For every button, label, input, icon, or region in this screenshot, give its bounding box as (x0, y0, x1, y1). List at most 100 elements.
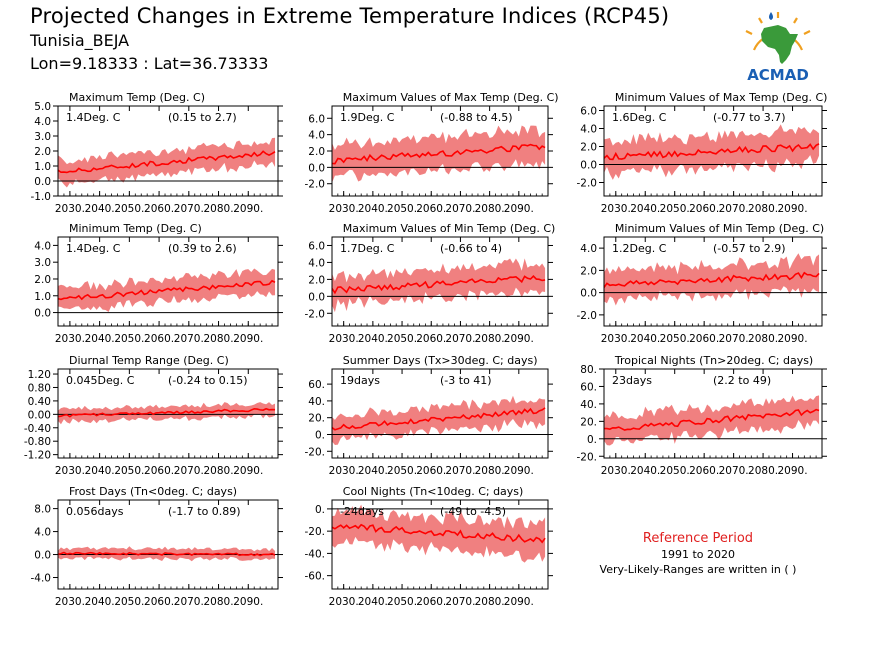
x-tick-label: 2090. (778, 465, 808, 477)
mean-change-label: 19days (340, 374, 380, 387)
median-line (58, 551, 276, 557)
chart-panel-6: 2030. 2040. 2050. 2060. 2070. 2080. 2090. 4.0 2.… (577, 222, 827, 345)
x-tick-label: 2070. (719, 333, 749, 345)
plot-frame (603, 105, 823, 197)
x-tick-label: 2070. (445, 333, 475, 345)
chart-panel-7: 2030. 2040. 2050. 2060. 2070. 2080. 2090.1.200… (24, 354, 283, 477)
y-tick-label: 2.0 (34, 146, 51, 158)
range-band (58, 268, 276, 312)
x-tick-label: 2030. (601, 333, 631, 345)
x-tick-label: 2030. (55, 333, 85, 345)
x-tick-label: 2060. (144, 596, 174, 608)
chart-panel-3: 2030. 2040. 2050. 2060. 2070. 2080. 2090. 6.0 4.… (577, 91, 828, 215)
x-tick-label: 2060. (416, 333, 446, 345)
x-tick-label: 2080. (475, 465, 505, 477)
likely-range-label: (0.39 to 2.6) (168, 242, 237, 255)
x-tick-label: 2050. (114, 333, 144, 345)
y-tick-label: 6.0 (580, 106, 597, 118)
mean-change-label: 1.4Deg. C (66, 242, 121, 255)
range-band (332, 258, 546, 313)
y-tick-label: 4.0 (34, 116, 51, 128)
africa-map-logo-icon: ACMAD (745, 12, 811, 84)
y-tick-label: 0.0 (34, 550, 51, 562)
y-tick-label: 2.0 (34, 274, 51, 286)
chart-panel-10: 2030. 2040. 2050. 2060. 2070. 2080. 2090. 8.0 4.… (31, 485, 283, 608)
x-tick-label: 2080. (204, 596, 234, 608)
chart-panel-9: 2030. 2040. 2050. 2060. 2070. 2080. 2090. 80. 60… (577, 354, 827, 477)
y-tick-label: -20. (577, 451, 598, 463)
x-tick-label: 2050. (387, 596, 417, 608)
chart-title: Minimum Temp (Deg. C) (69, 222, 202, 235)
y-tick-label: 80. (580, 364, 597, 376)
likely-range-label: (-1.7 to 0.89) (168, 505, 241, 518)
y-tick-label: 0. (315, 504, 325, 516)
x-tick-label: 2090. (233, 596, 263, 608)
water-drop-icon (769, 12, 773, 20)
mean-change-label: -24days (340, 505, 384, 518)
x-tick-label: 2050. (387, 465, 417, 477)
chart-title: Tropical Nights (Tn>20deg. C; days) (614, 354, 813, 367)
x-tick-label: 2080. (475, 333, 505, 345)
y-tick-label: -4.0 (31, 573, 52, 585)
y-tick-label: -2.0 (305, 308, 326, 320)
x-tick-label: 2060. (416, 203, 446, 215)
x-tick-label: 2070. (445, 596, 475, 608)
chart-title: Diurnal Temp Range (Deg. C) (69, 354, 229, 367)
y-tick-label: 6.0 (308, 240, 325, 252)
plot-frame (331, 236, 549, 327)
chart-title: Maximum Values of Min Temp (Deg. C) (343, 222, 556, 235)
x-tick-label: 2050. (387, 203, 417, 215)
likely-range-label: (-0.57 to 2.9) (713, 242, 786, 255)
y-tick-label: 5.0 (34, 101, 51, 113)
y-tick-label: 0.0 (308, 291, 325, 303)
x-tick-label: 2090. (233, 333, 263, 345)
x-tick-label: 2030. (55, 596, 85, 608)
location-label: Tunisia_BEJA (30, 31, 130, 50)
y-tick-label: 40. (580, 399, 597, 411)
y-tick-label: 4.0 (308, 257, 325, 269)
x-tick-label: 2080. (204, 465, 234, 477)
y-tick-label: -1.0 (31, 191, 52, 203)
y-tick-label: 2.0 (308, 274, 325, 286)
mean-change-label: 0.045Deg. C (66, 374, 135, 387)
x-tick-label: 2040. (630, 333, 660, 345)
y-tick-label: 3.0 (34, 131, 51, 143)
logo-text: ACMAD (747, 66, 809, 84)
x-tick-label: 2080. (204, 333, 234, 345)
africa-shape-icon (761, 25, 798, 64)
y-tick-label: 4.0 (34, 527, 51, 539)
mean-change-label: 0.056days (66, 505, 124, 518)
y-tick-label: 0.0 (580, 160, 597, 172)
plot-frame (331, 368, 549, 459)
x-tick-label: 2040. (358, 333, 388, 345)
y-tick-label: 0.80 (28, 382, 51, 394)
plot-frame (57, 368, 279, 459)
y-tick-label: -0.80 (24, 436, 51, 448)
x-tick-label: 2080. (748, 333, 778, 345)
reference-period-title: Reference Period (642, 531, 754, 546)
x-tick-label: 2030. (601, 465, 631, 477)
median-line (604, 271, 820, 288)
x-tick-label: 2090. (504, 596, 534, 608)
median-line (604, 408, 820, 431)
median-line (58, 279, 276, 301)
x-tick-label: 2050. (114, 465, 144, 477)
y-tick-label: 0.40 (28, 396, 51, 408)
median-line (58, 407, 276, 418)
reference-period-years: 1991 to 2020 (660, 548, 736, 561)
y-tick-label: 8.0 (34, 504, 51, 516)
y-tick-label: 4.0 (580, 243, 597, 255)
x-tick-label: 2090. (504, 465, 534, 477)
y-tick-label: 0. (587, 434, 597, 446)
y-tick-label: 1.0 (34, 291, 51, 303)
likely-range-label: (-0.77 to 3.7) (713, 111, 786, 124)
x-tick-label: 2040. (630, 465, 660, 477)
x-tick-label: 2060. (416, 596, 446, 608)
likely-range-label: (-0.66 to 4) (440, 242, 502, 255)
x-tick-label: 2060. (144, 333, 174, 345)
x-tick-label: 2050. (387, 333, 417, 345)
y-tick-label: -40. (305, 548, 326, 560)
y-tick-label: 3.0 (34, 257, 51, 269)
x-tick-label: 2050. (114, 596, 144, 608)
